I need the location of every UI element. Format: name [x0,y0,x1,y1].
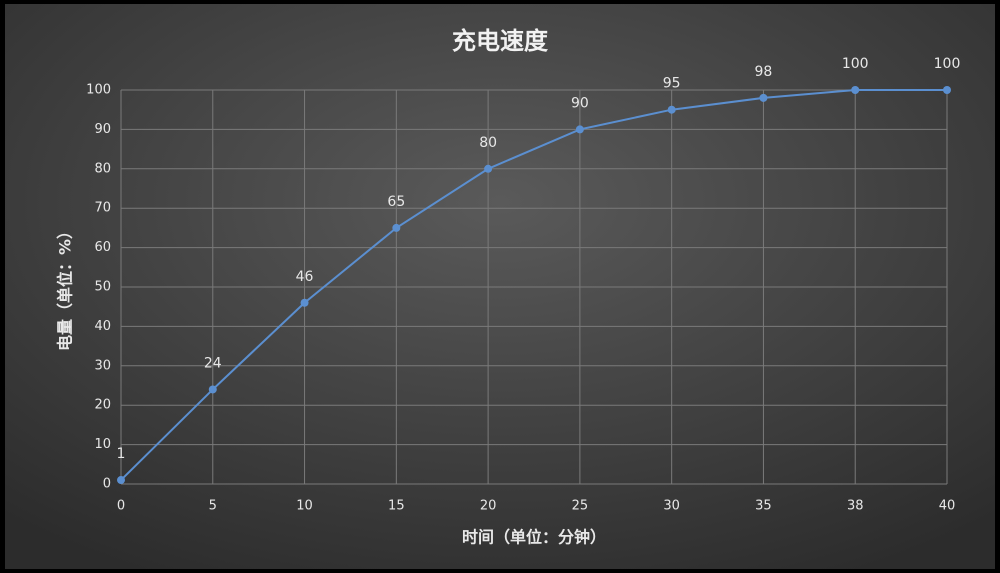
x-axis-label: 时间（单位：分钟） [462,528,606,547]
x-tick-label: 35 [755,499,772,514]
data-label: 100 [934,56,961,72]
data-label: 65 [387,194,405,210]
data-point [575,125,584,134]
data-point [667,105,676,114]
x-tick-label: 10 [296,499,313,514]
data-point [300,298,309,307]
y-tick-label: 10 [94,437,111,452]
data-label: 80 [479,135,497,151]
x-tick-label: 38 [847,499,864,514]
y-tick-label: 20 [94,398,111,413]
data-label: 100 [842,56,869,72]
data-line [120,89,947,481]
chart-title: 充电速度 [452,27,549,55]
y-tick-label: 80 [94,161,111,176]
data-label: 95 [663,76,681,92]
x-tick-label: 30 [663,499,680,514]
data-point [117,476,125,485]
x-tick-label: 40 [939,499,956,514]
y-tick-label: 100 [86,83,111,98]
x-tick-label: 5 [209,499,217,514]
y-tick-label: 30 [94,358,111,373]
x-tick-label: 15 [388,499,405,514]
data-label: 90 [571,95,589,111]
data-point [943,86,951,94]
y-tick-label: 50 [94,280,111,295]
y-tick-label: 60 [94,240,111,255]
y-tick-label: 40 [94,319,111,334]
y-tick-label: 70 [94,201,111,216]
x-tick-label: 20 [480,499,497,514]
data-label: 98 [755,64,773,80]
data-point [208,385,217,394]
data-point [759,93,768,102]
y-tick-label: 90 [94,122,111,137]
data-point [484,164,493,173]
data-label: 46 [296,269,314,285]
y-axis-label: 电量（单位：%） [56,223,75,351]
x-tick-label: 25 [572,499,589,514]
data-point [392,223,401,232]
y-tick-label: 0 [103,477,111,492]
data-point [851,86,860,94]
data-label: 24 [204,355,222,371]
x-tick-label: 0 [117,499,125,514]
data-label: 1 [117,446,126,462]
